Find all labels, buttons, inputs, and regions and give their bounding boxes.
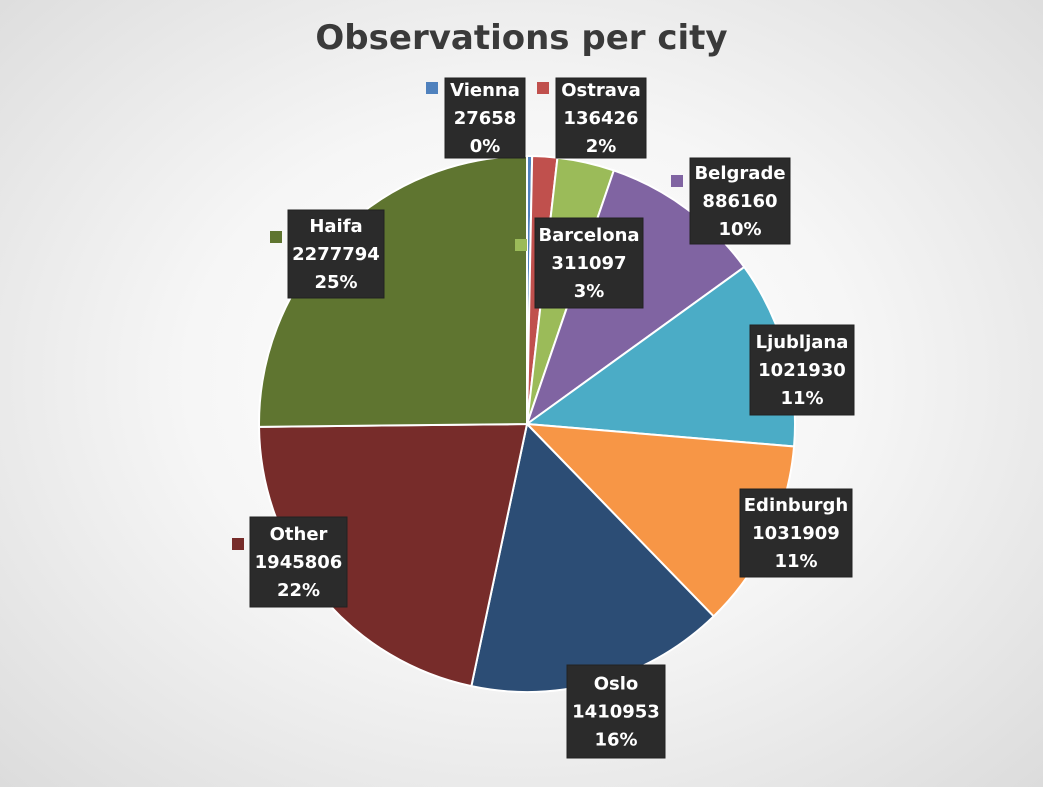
label-percent: 11% — [780, 388, 823, 409]
label-name: Ljubljana — [756, 332, 849, 353]
legend-key-belgrade — [671, 175, 683, 187]
data-label-ljubljana: Ljubljana 1021930 11% — [749, 324, 855, 416]
label-percent: 22% — [277, 580, 320, 601]
label-name: Barcelona — [538, 225, 639, 246]
label-percent: 3% — [574, 281, 605, 302]
data-labels: Vienna 27658 0% Ostrava 136426 2% Barcelona 311… — [232, 77, 855, 759]
label-value: 136426 — [563, 108, 638, 129]
label-name: Haifa — [309, 216, 362, 237]
label-percent: 25% — [314, 272, 357, 293]
label-name: Ostrava — [561, 80, 641, 101]
label-percent: 2% — [586, 136, 617, 157]
legend-key-other — [232, 538, 244, 550]
data-label-oslo: Oslo 1410953 16% — [566, 664, 666, 759]
label-percent: 0% — [470, 136, 501, 157]
label-value: 1410953 — [572, 702, 660, 723]
data-label-other: Other 1945806 22% — [232, 516, 348, 608]
label-name: Other — [270, 524, 328, 545]
data-label-belgrade: Belgrade 886160 10% — [671, 157, 791, 245]
legend-key-barcelona — [515, 239, 527, 251]
legend-key-vienna — [426, 82, 438, 94]
label-percent: 11% — [774, 551, 817, 572]
label-value: 27658 — [454, 108, 517, 129]
data-label-vienna: Vienna 27658 0% — [426, 77, 526, 159]
label-percent: 10% — [718, 219, 761, 240]
label-value: 886160 — [702, 191, 777, 212]
label-value: 1945806 — [255, 552, 343, 573]
label-percent: 16% — [594, 730, 637, 751]
label-name: Edinburgh — [744, 495, 848, 516]
label-value: 2277794 — [292, 244, 380, 265]
legend-key-ostrava — [537, 82, 549, 94]
label-value: 1021930 — [758, 360, 846, 381]
data-label-barcelona: Barcelona 311097 3% — [515, 217, 644, 309]
chart-title: Observations per city — [315, 18, 728, 58]
label-value: 311097 — [551, 253, 626, 274]
data-label-ostrava: Ostrava 136426 2% — [537, 77, 647, 159]
label-name: Oslo — [594, 674, 639, 695]
legend-key-haifa — [270, 231, 282, 243]
data-label-edinburgh: Edinburgh 1031909 11% — [739, 488, 853, 578]
data-label-haifa: Haifa 2277794 25% — [270, 209, 385, 299]
label-name: Belgrade — [694, 163, 785, 184]
label-value: 1031909 — [752, 523, 840, 544]
label-name: Vienna — [450, 80, 520, 101]
